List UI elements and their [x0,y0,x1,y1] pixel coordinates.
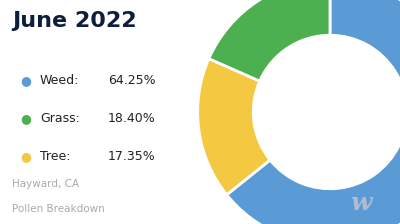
Text: Tree:: Tree: [40,150,70,163]
Text: Weed:: Weed: [40,74,79,87]
Text: 17.35%: 17.35% [108,150,156,163]
Text: 64.25%: 64.25% [108,74,156,87]
Text: June 2022: June 2022 [12,11,137,31]
Text: w: w [350,191,372,215]
Text: Grass:: Grass: [40,112,80,125]
Wedge shape [198,59,270,195]
Text: ●: ● [20,150,32,163]
Wedge shape [227,0,400,224]
Wedge shape [209,0,330,81]
Text: Hayward, CA: Hayward, CA [12,179,79,189]
Text: ●: ● [20,112,32,125]
Text: 18.40%: 18.40% [108,112,156,125]
Text: Pollen Breakdown: Pollen Breakdown [12,204,105,214]
Text: ●: ● [20,74,32,87]
